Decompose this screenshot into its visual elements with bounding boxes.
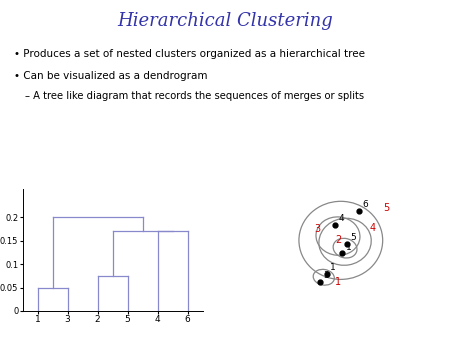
Text: 4: 4 xyxy=(339,214,344,223)
Text: 1: 1 xyxy=(330,263,336,272)
Text: 2: 2 xyxy=(335,235,342,245)
Text: • Can be visualized as a dendrogram: • Can be visualized as a dendrogram xyxy=(14,71,207,81)
Text: 3: 3 xyxy=(314,224,320,234)
Text: 4: 4 xyxy=(369,223,375,233)
Text: – A tree like diagram that records the sequences of merges or splits: – A tree like diagram that records the s… xyxy=(25,91,364,101)
Text: • Produces a set of nested clusters organized as a hierarchical tree: • Produces a set of nested clusters orga… xyxy=(14,49,364,59)
Text: 5: 5 xyxy=(383,203,390,213)
Text: 1: 1 xyxy=(335,276,341,287)
Text: Hierarchical Clustering: Hierarchical Clustering xyxy=(117,12,333,30)
Text: 5: 5 xyxy=(351,234,356,242)
Text: 3: 3 xyxy=(324,271,329,280)
Text: 1: 1 xyxy=(346,243,351,252)
Text: 6: 6 xyxy=(363,200,369,209)
